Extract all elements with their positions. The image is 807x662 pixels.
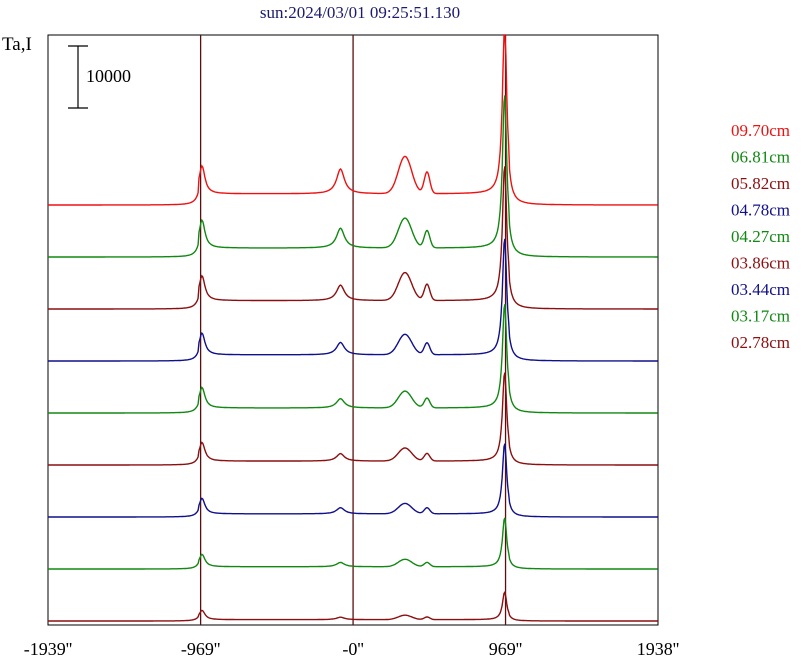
series-line-04.78cm	[48, 238, 658, 362]
legend-entry: 05.82cm	[731, 174, 790, 193]
legend-entry: 02.78cm	[731, 333, 790, 352]
series-line-09.70cm	[48, 34, 658, 206]
x-tick-labels: -1939'' -969'' -0'' 969'' 1938''	[24, 639, 679, 659]
legend-entry: 04.78cm	[731, 201, 790, 220]
legend-entry: 03.86cm	[731, 254, 790, 273]
x-tick-label: -969''	[181, 639, 220, 659]
x-tick-label: -0''	[342, 639, 363, 659]
series-line-03.17cm	[48, 517, 658, 570]
series-line-04.27cm	[48, 304, 658, 414]
series-line-02.78cm	[48, 590, 658, 622]
legend-entry: 03.44cm	[731, 280, 790, 299]
x-tick-label: -1939''	[24, 639, 72, 659]
series-traces	[48, 34, 658, 622]
x-tick-label: 969''	[489, 639, 523, 659]
series-line-03.44cm	[48, 443, 658, 518]
y-axis-label: Ta,I	[2, 34, 32, 55]
legend-entry: 04.27cm	[731, 227, 790, 246]
scale-bar: 10000	[68, 45, 131, 109]
series-line-03.86cm	[48, 372, 658, 466]
scale-bar-label: 10000	[86, 66, 131, 86]
x-tick-label: 1938''	[637, 639, 680, 659]
legend-entry: 03.17cm	[731, 307, 790, 326]
vertical-lines	[199, 35, 507, 625]
series-line-05.82cm	[48, 166, 658, 310]
legend-entry: 06.81cm	[731, 148, 790, 167]
chart-title: sun:2024/03/01 09:25:51.130	[260, 3, 460, 22]
legend-entry: 09.70cm	[731, 121, 790, 140]
legend: 09.70cm 06.81cm 05.82cm 04.78cm 04.27cm 03.86…	[731, 121, 790, 352]
series-line-06.81cm	[48, 95, 658, 258]
